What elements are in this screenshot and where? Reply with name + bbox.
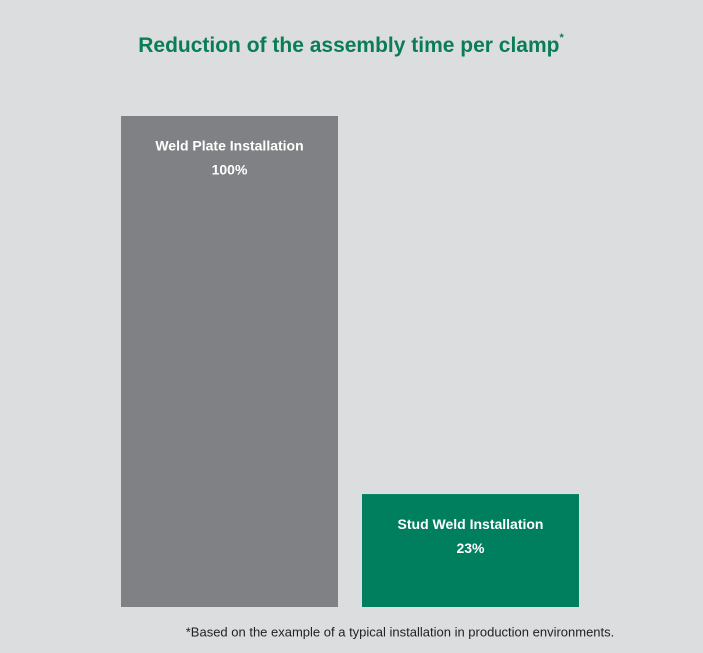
bar	[121, 116, 338, 607]
chart-title: Reduction of the assembly time per clamp	[138, 34, 559, 57]
value-label: 100%	[212, 162, 248, 178]
bar	[362, 494, 579, 607]
chart-title-group: Reduction of the assembly time per clamp…	[138, 32, 564, 57]
value-label: 23%	[456, 540, 485, 556]
category-label: Stud Weld Installation	[398, 516, 544, 532]
footnote: *Based on the example of a typical insta…	[186, 624, 615, 639]
title-marker: *	[560, 32, 565, 44]
category-label: Weld Plate Installation	[155, 138, 303, 154]
